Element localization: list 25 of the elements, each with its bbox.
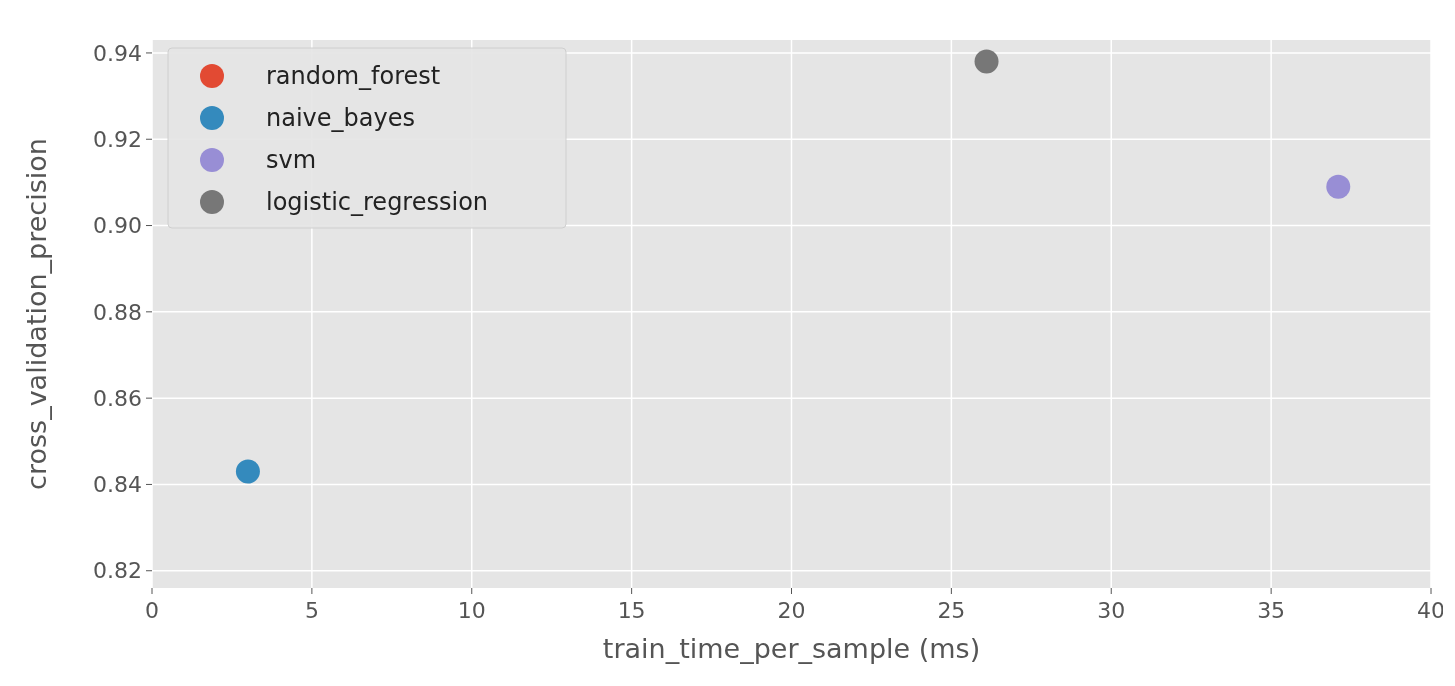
legend-label: naive_bayes xyxy=(266,104,415,133)
y-tick-label: 0.86 xyxy=(93,385,142,411)
point xyxy=(1326,174,1351,199)
y-tick-label: 0.84 xyxy=(93,472,142,498)
x-tick-label: 15 xyxy=(617,598,646,623)
y-tick-label: 0.94 xyxy=(93,40,142,66)
legend-label: random_forest xyxy=(266,62,441,91)
y-tick-label: 0.82 xyxy=(93,558,142,584)
x-tick-label: 40 xyxy=(1417,598,1445,623)
legend-label: logistic_regression xyxy=(266,188,489,217)
y-tick-label: 0.88 xyxy=(93,299,142,325)
point xyxy=(974,49,999,74)
y-tick-label: 0.90 xyxy=(93,213,142,239)
y-axis-title: cross_validation_precision xyxy=(21,138,52,490)
legend-label: svm xyxy=(266,146,317,175)
x-tick-label: 30 xyxy=(1097,598,1126,623)
x-axis-title: train_time_per_sample (ms) xyxy=(602,633,981,664)
x-tick-label: 35 xyxy=(1257,598,1286,623)
point xyxy=(235,459,260,484)
x-tick-label: 5 xyxy=(304,598,319,623)
x-tick-label: 20 xyxy=(777,598,806,623)
x-tick-label: 25 xyxy=(937,598,966,623)
y-tick-label: 0.92 xyxy=(93,126,142,152)
x-tick-label: 10 xyxy=(457,598,486,623)
x-tick-label: 0 xyxy=(145,598,159,623)
